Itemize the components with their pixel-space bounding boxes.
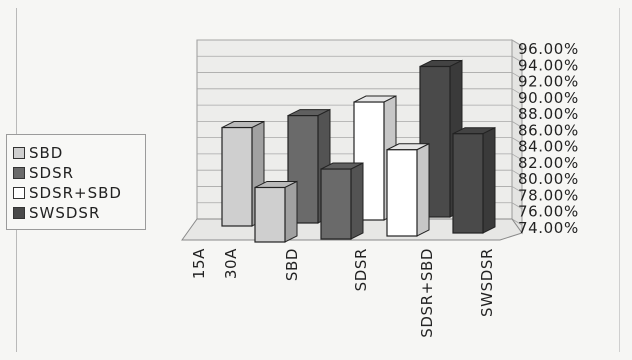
gridline-side bbox=[511, 169, 523, 177]
legend: SBD SDSR SDSR+SBD SWSDSR bbox=[6, 134, 146, 230]
y-tick-label: 86.00% bbox=[518, 121, 579, 139]
y-tick-label: 78.00% bbox=[518, 186, 579, 204]
legend-label-sdsr: SDSR bbox=[29, 164, 75, 182]
gridline-side bbox=[511, 121, 523, 128]
bar-sdsr-sbd-30a bbox=[386, 142, 430, 237]
y-tick-label: 74.00% bbox=[518, 219, 579, 237]
legend-swatch-sdsr-sbd bbox=[13, 187, 25, 199]
bar-sbd-30a-side bbox=[284, 180, 298, 243]
bar-swsdsr-30a bbox=[452, 126, 496, 234]
gridline-side bbox=[511, 137, 523, 144]
legend-label-sdsr-sbd: SDSR+SBD bbox=[29, 184, 122, 202]
gridline-side bbox=[511, 72, 523, 79]
legend-label-swsdsr: SWSDSR bbox=[29, 204, 101, 222]
bar-swsdsr-30a-side bbox=[482, 126, 496, 234]
y-tick-label: 80.00% bbox=[518, 170, 579, 188]
y-tick-label: 90.00% bbox=[518, 89, 579, 107]
y-tick-label: 88.00% bbox=[518, 105, 579, 123]
bar-sdsr-sbd-30a-front bbox=[386, 149, 418, 237]
legend-swatch-sdsr bbox=[13, 167, 25, 179]
legend-item-sbd: SBD bbox=[13, 143, 145, 163]
gridline-side bbox=[511, 104, 523, 112]
gridline-side bbox=[511, 218, 523, 226]
bar-sdsr-sbd-30a-side bbox=[416, 142, 430, 237]
y-axis-ticks: 74.00%76.00%78.00%80.00%82.00%84.00%86.0… bbox=[518, 40, 579, 237]
y-tick-label: 92.00% bbox=[518, 73, 579, 91]
gridline-side bbox=[511, 153, 523, 161]
gridline-side bbox=[511, 186, 523, 193]
bar-swsdsr-30a-front bbox=[452, 133, 484, 234]
x-axis-label-30a: 30A bbox=[222, 248, 240, 279]
gridline-side bbox=[511, 39, 523, 47]
legend-swatch-swsdsr bbox=[13, 207, 25, 219]
bar-sdsr-30a-front bbox=[320, 168, 352, 240]
x-axis-labels: 15A 30A SBD SDSR SDSR+SBD SWSDSR bbox=[190, 248, 496, 338]
y-tick-label: 96.00% bbox=[518, 40, 579, 58]
bar-sbd-30a bbox=[254, 180, 298, 243]
legend-label-sbd: SBD bbox=[29, 144, 64, 162]
legend-swatch-sbd bbox=[13, 147, 25, 159]
y-tick-label: 84.00% bbox=[518, 138, 579, 156]
bar-sbd-30a-front bbox=[254, 186, 286, 243]
bars bbox=[221, 59, 496, 243]
x-axis-label-15a: 15A bbox=[190, 248, 208, 279]
x-axis-label-sdsr: SDSR bbox=[352, 248, 370, 291]
legend-item-swsdsr: SWSDSR bbox=[13, 203, 145, 223]
y-tick-label: 94.00% bbox=[518, 56, 579, 74]
x-axis-label-sdsr-sbd: SDSR+SBD bbox=[418, 248, 436, 338]
x-axis-label-swsdsr: SWSDSR bbox=[478, 248, 496, 317]
bar-sdsr-30a-side bbox=[350, 162, 364, 240]
y-tick-label: 82.00% bbox=[518, 154, 579, 172]
bar-sbd-15a-front bbox=[221, 126, 253, 227]
legend-item-sdsr: SDSR bbox=[13, 163, 145, 183]
bar-sdsr-30a bbox=[320, 162, 364, 240]
x-axis-label-sbd: SBD bbox=[283, 248, 301, 281]
gridline-side bbox=[511, 88, 523, 96]
legend-item-sdsr-sbd: SDSR+SBD bbox=[13, 183, 145, 203]
y-tick-label: 76.00% bbox=[518, 203, 579, 221]
gridline-side bbox=[511, 202, 523, 210]
gridline-side bbox=[511, 55, 523, 63]
